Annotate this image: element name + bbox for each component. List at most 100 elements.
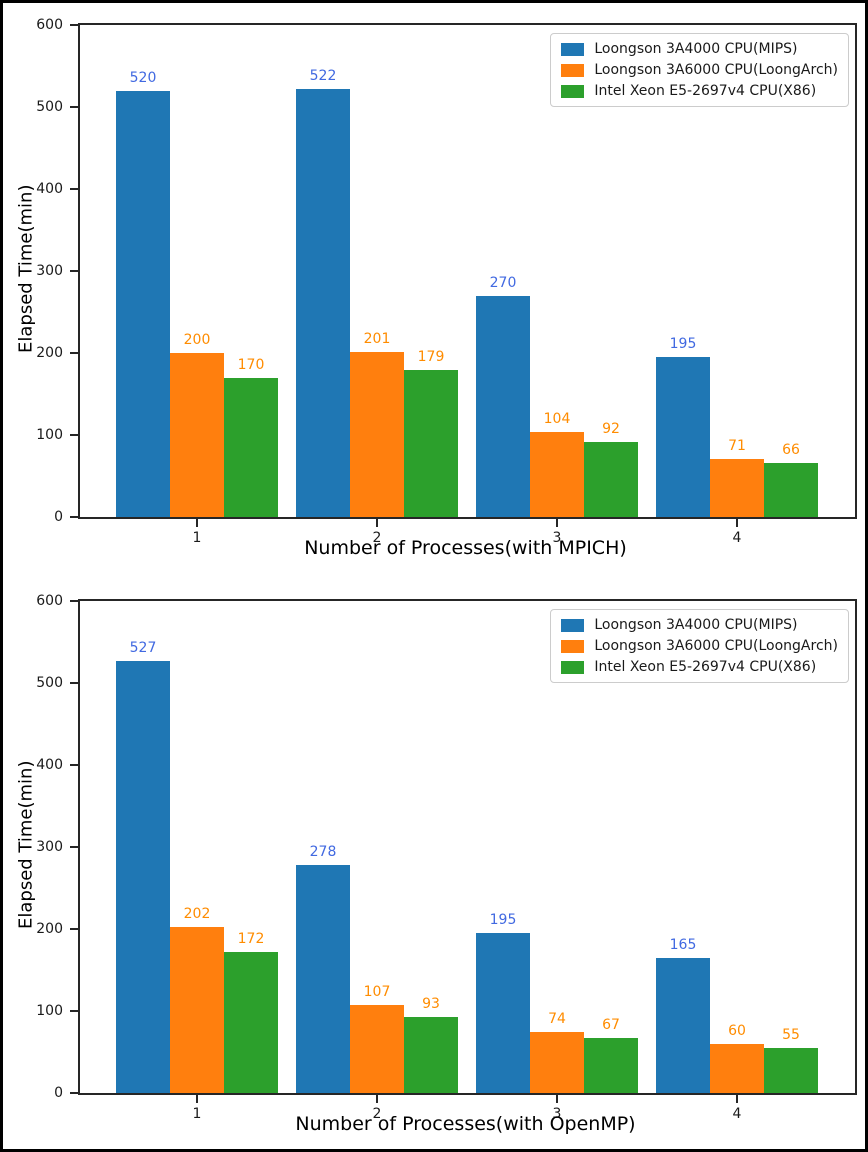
y-tick-mark xyxy=(70,434,78,436)
y-tick-label: 100 xyxy=(36,1003,63,1019)
bar-value-label: 60 xyxy=(728,1022,746,1039)
bar-value-label: 107 xyxy=(363,984,391,1001)
legend-label: Loongson 3A4000 CPU(MIPS) xyxy=(594,41,798,57)
legend: Loongson 3A4000 CPU(MIPS) Loongson 3A6000… xyxy=(550,33,849,107)
y-tick-mark xyxy=(70,516,78,518)
x-tick-mark xyxy=(196,1095,198,1103)
plot-area: 0 100 200 300 400 500 600 1 527 202 172 2 278 107 93 3 1… xyxy=(36,593,857,1122)
y-tick-label: 100 xyxy=(36,427,63,443)
x-tick-label: 3 xyxy=(552,1106,562,1122)
bar-green-p1 xyxy=(224,951,278,1093)
legend-swatch-blue xyxy=(561,618,585,632)
bar-orange-p3 xyxy=(530,431,584,517)
mpich-chart: Elapsed Time(min) 0 100 200 300 400 500 600 1 52… xyxy=(3,3,865,579)
bar-orange-p1 xyxy=(170,927,224,1093)
plot-area: 0 100 200 300 400 500 600 1 520 200 170 2 522 201 179 3… xyxy=(36,17,857,546)
legend-swatch-orange xyxy=(561,639,585,653)
bar-value-label: 172 xyxy=(237,930,265,947)
y-tick-label: 300 xyxy=(36,263,63,279)
bar-value-label: 170 xyxy=(237,356,265,373)
bar-value-label: 55 xyxy=(782,1026,800,1043)
bar-value-label: 522 xyxy=(309,67,337,84)
x-tick-label: 2 xyxy=(372,1106,382,1122)
x-tick-mark xyxy=(376,1095,378,1103)
y-tick-mark xyxy=(70,352,78,354)
bar-blue-p1 xyxy=(116,660,170,1093)
bar-orange-p3 xyxy=(530,1032,584,1093)
y-tick-mark xyxy=(70,270,78,272)
y-tick-label: 200 xyxy=(36,921,63,937)
bar-green-p2 xyxy=(404,1016,458,1093)
y-tick-label: 200 xyxy=(36,345,63,361)
legend-entry: Loongson 3A6000 CPU(LoongArch) xyxy=(561,62,838,78)
bar-green-p2 xyxy=(404,370,458,517)
y-tick-mark xyxy=(70,846,78,848)
x-axis-label: Number of Processes(with MPICH) xyxy=(304,537,627,559)
bar-orange-p2 xyxy=(350,352,404,517)
y-tick-label: 600 xyxy=(36,17,63,33)
legend-entry: Intel Xeon E5-2697v4 CPU(X86) xyxy=(561,659,838,675)
bar-blue-p4 xyxy=(656,957,710,1093)
legend-swatch-orange xyxy=(561,63,585,77)
bar-orange-p4 xyxy=(710,458,764,517)
bar-blue-p2 xyxy=(296,88,350,517)
bar-value-label: 93 xyxy=(422,995,440,1012)
bar-value-label: 66 xyxy=(782,441,800,458)
bar-value-label: 520 xyxy=(129,69,157,86)
bar-value-label: 104 xyxy=(543,410,571,427)
bar-blue-p3 xyxy=(476,295,530,517)
x-tick-label: 1 xyxy=(192,530,202,546)
y-tick-mark xyxy=(70,1010,78,1012)
x-tick-mark xyxy=(556,519,558,527)
bar-blue-p1 xyxy=(116,90,170,517)
bar-value-label: 74 xyxy=(548,1011,566,1028)
y-tick-label: 300 xyxy=(36,839,63,855)
legend-entry: Intel Xeon E5-2697v4 CPU(X86) xyxy=(561,83,838,99)
bar-blue-p3 xyxy=(476,933,530,1093)
x-tick-mark xyxy=(736,519,738,527)
legend-label: Loongson 3A4000 CPU(MIPS) xyxy=(594,617,798,633)
bar-green-p4 xyxy=(764,462,818,517)
x-tick-label: 2 xyxy=(372,530,382,546)
x-tick-label: 4 xyxy=(732,1106,742,1122)
bar-value-label: 200 xyxy=(183,332,211,348)
bar-value-label: 278 xyxy=(309,844,337,861)
legend-entry: Loongson 3A4000 CPU(MIPS) xyxy=(561,617,838,633)
legend-swatch-green xyxy=(561,84,585,98)
y-tick-label: 500 xyxy=(36,675,63,691)
legend-label: Loongson 3A6000 CPU(LoongArch) xyxy=(594,62,838,78)
bar-value-label: 201 xyxy=(363,331,391,348)
legend-swatch-green xyxy=(561,660,585,674)
y-tick-mark xyxy=(70,928,78,930)
bar-value-label: 527 xyxy=(129,639,157,656)
bar-value-label: 270 xyxy=(489,274,517,291)
legend-label: Intel Xeon E5-2697v4 CPU(X86) xyxy=(594,659,817,675)
y-tick-mark xyxy=(70,188,78,190)
x-tick-mark xyxy=(556,1095,558,1103)
openmp-chart: Elapsed Time(min) 0 100 200 300 400 500 600 1 52… xyxy=(3,579,865,1149)
y-tick-label: 600 xyxy=(36,593,63,609)
bar-value-label: 92 xyxy=(602,420,620,437)
legend-swatch-blue xyxy=(561,42,585,56)
bar-value-label: 179 xyxy=(417,349,445,366)
x-tick-label: 3 xyxy=(552,530,562,546)
y-tick-mark xyxy=(70,682,78,684)
y-tick-mark xyxy=(70,1092,78,1094)
y-tick-label: 500 xyxy=(36,99,63,115)
bar-value-label: 165 xyxy=(669,936,697,953)
x-tick-mark xyxy=(736,1095,738,1103)
x-tick-label: 4 xyxy=(732,530,742,546)
y-tick-label: 0 xyxy=(54,1085,63,1101)
y-tick-mark xyxy=(70,764,78,766)
legend-label: Intel Xeon E5-2697v4 CPU(X86) xyxy=(594,83,817,99)
bar-value-label: 202 xyxy=(183,906,211,923)
bar-green-p4 xyxy=(764,1047,818,1093)
bar-orange-p2 xyxy=(350,1005,404,1093)
bar-green-p3 xyxy=(584,1038,638,1093)
y-tick-label: 400 xyxy=(36,757,63,773)
y-tick-label: 400 xyxy=(36,181,63,197)
x-tick-label: 1 xyxy=(192,1106,202,1122)
y-tick-label: 0 xyxy=(54,509,63,525)
y-tick-mark xyxy=(70,106,78,108)
bar-blue-p4 xyxy=(656,357,710,517)
